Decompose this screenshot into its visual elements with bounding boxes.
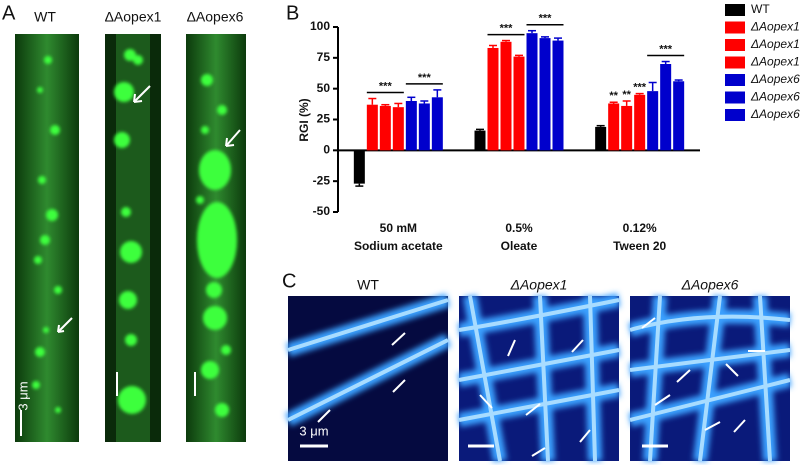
y-tick-label: 75 (317, 50, 331, 64)
significance: *** (633, 82, 647, 94)
legend-label: ΔAopex6-4 (750, 90, 800, 104)
bracket-label: *** (418, 72, 432, 84)
bar (487, 47, 499, 151)
image-label: WT (357, 277, 379, 293)
legend-label: ΔAopex6-2 (750, 72, 800, 86)
bar (595, 126, 607, 151)
y-tick-label: 100 (310, 19, 330, 33)
bar (552, 40, 564, 151)
y-tick-label: 0 (323, 143, 330, 157)
bar (673, 81, 685, 151)
legend-swatch (725, 39, 745, 51)
legend-label: WT (751, 2, 770, 16)
image-label: ΔAopex1 (105, 9, 162, 25)
y-tick-label: -50 (313, 204, 331, 218)
legend-label: ΔAopex6-11 (750, 107, 800, 121)
scale-label: 3 μm (299, 423, 328, 438)
legend-swatch (725, 109, 745, 121)
y-tick-label: 50 (317, 81, 331, 95)
image-label: WT (34, 9, 56, 25)
bracket-label: *** (659, 43, 673, 55)
scale-label: 3 μm (15, 381, 30, 410)
legend-label: ΔAopex1-28 (750, 55, 800, 69)
bracket-label: *** (379, 80, 393, 92)
legend-swatch (725, 4, 745, 16)
panel-label: B (286, 2, 299, 24)
x-tick-sublabel: Tween 20 (613, 239, 666, 253)
image-label: ΔAopex1 (510, 277, 568, 293)
bar (660, 64, 672, 151)
legend-swatch (725, 56, 745, 69)
bar (405, 101, 417, 151)
micrograph-a: 3 μm (15, 34, 246, 442)
x-tick-sublabel: Sodium acetate (354, 239, 443, 253)
significance: ** (622, 89, 631, 101)
bar (634, 94, 646, 151)
legend-label: ΔAopex1-5 (750, 37, 800, 51)
image-label: ΔAopex6 (681, 277, 739, 293)
bar (418, 103, 430, 151)
x-tick-label: 0.12% (623, 221, 657, 235)
significance: ** (609, 90, 618, 102)
bar (431, 97, 443, 151)
y-tick-label: -25 (313, 173, 331, 187)
bar (539, 38, 551, 151)
image-label: ΔAopex6 (187, 9, 244, 25)
x-tick-sublabel: Oleate (501, 239, 538, 253)
bar (621, 105, 633, 151)
bracket-label: *** (539, 13, 553, 25)
y-axis-title: RGI (%) (297, 98, 311, 141)
panel-label: A (2, 2, 16, 24)
micrograph-c: 3 μm (284, 293, 792, 463)
bar (392, 107, 404, 151)
bar (474, 130, 486, 151)
bar (647, 91, 659, 151)
y-tick-label: 25 (317, 112, 331, 126)
bracket-label: *** (500, 22, 514, 34)
bar (513, 56, 525, 151)
x-tick-label: 50 mM (380, 221, 417, 235)
legend-swatch (725, 91, 745, 104)
legend-label: ΔAopex1-4 (750, 20, 800, 34)
bar (379, 105, 391, 151)
legend-swatch (725, 21, 745, 34)
legend-swatch (725, 74, 745, 86)
bar (608, 103, 620, 151)
x-tick-label: 0.5% (505, 221, 533, 235)
bar (526, 33, 538, 151)
bar (366, 104, 378, 151)
bar (500, 41, 512, 151)
panel-label: C (282, 270, 296, 292)
bar (353, 150, 365, 184)
